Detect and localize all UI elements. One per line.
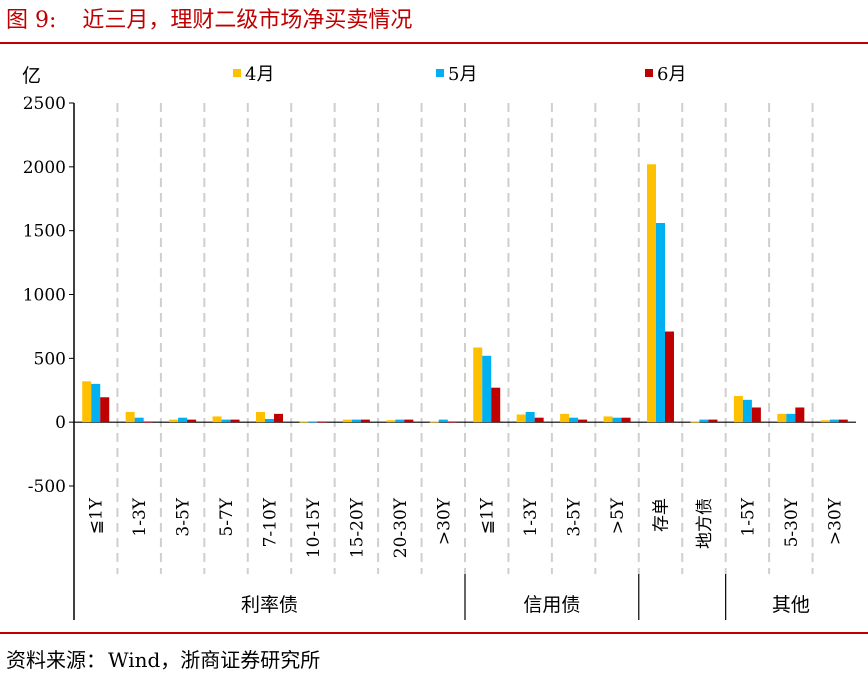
bar (274, 413, 283, 423)
bar (578, 419, 588, 423)
figure-title: 图 9: 近三月，理财二级市场净买卖情况 (6, 4, 412, 38)
bar (491, 387, 501, 423)
y-tick-label: 1500 (23, 222, 66, 242)
bar (395, 419, 405, 423)
category-label: 5-30Y (782, 497, 802, 547)
figure-label: 图 9: (6, 8, 57, 33)
bar (351, 419, 361, 423)
category-label: 3-5Y (174, 497, 194, 536)
bar (134, 417, 144, 423)
bar (647, 164, 656, 423)
bar (256, 411, 265, 423)
source-rule (0, 632, 868, 634)
bar (482, 355, 492, 423)
category-label: 1-3Y (521, 497, 541, 536)
bar (404, 419, 414, 423)
bar (82, 381, 92, 423)
y-tick-label: 2000 (23, 158, 66, 178)
bar (777, 413, 787, 423)
bar (212, 416, 222, 423)
bar (742, 399, 752, 423)
bar (699, 419, 709, 423)
bar (795, 407, 805, 423)
bar (230, 419, 240, 423)
title-rule (0, 42, 868, 44)
category-label: 3-5Y (565, 497, 585, 536)
bar (733, 395, 743, 423)
category-label: >30Y (825, 497, 845, 545)
bar (125, 411, 135, 423)
bar (265, 418, 274, 423)
bar (665, 331, 674, 423)
bar (429, 421, 439, 423)
bar (751, 407, 761, 423)
bar (308, 421, 318, 423)
bar (516, 414, 526, 423)
category-label: 7-10Y (261, 497, 281, 547)
group-label: 信用债 (523, 594, 580, 616)
legend-label: 4月 (245, 64, 274, 85)
bar (169, 419, 179, 423)
bar (386, 420, 396, 423)
source-text: Wind，浙商证券研究所 (108, 648, 321, 672)
bar (178, 417, 188, 423)
legend-label: 6月 (657, 64, 686, 85)
category-label: >30Y (434, 497, 454, 545)
bar (317, 421, 327, 423)
legend-label: 5月 (448, 64, 477, 85)
bar (656, 223, 665, 423)
source-label: 资料来源： (6, 648, 106, 672)
bar (534, 417, 544, 423)
category-label: 5-7Y (217, 497, 237, 536)
bar (612, 417, 622, 423)
bar (786, 413, 796, 423)
category-label: 20-30Y (391, 497, 411, 558)
bar-chart: 亿 -500 0 500 1000 1500 2000 2500 利率债 信用债 其他 ≦1Y 1-3Y… (22, 64, 856, 620)
bar (447, 421, 457, 423)
bar (820, 420, 830, 423)
bar (342, 419, 352, 423)
bar (603, 416, 613, 423)
bar (221, 419, 231, 423)
category-label: 地方债 (695, 498, 715, 549)
y-tick-label: 500 (34, 349, 66, 369)
category-label: 存单 (652, 498, 672, 532)
category-label: >5Y (608, 497, 628, 534)
bar (360, 419, 370, 423)
legend-swatch (645, 69, 653, 77)
category-label: 1-3Y (130, 497, 150, 536)
bar (187, 419, 197, 423)
bar (299, 421, 309, 423)
y-unit-label: 亿 (22, 65, 41, 87)
figure-title-text: 近三月，理财二级市场净买卖情况 (82, 8, 413, 33)
legend-swatch (233, 69, 241, 77)
group-label: 利率债 (241, 594, 298, 616)
category-label: ≦1Y (478, 497, 498, 534)
bar (838, 419, 848, 423)
bar (438, 419, 448, 423)
bar (91, 383, 101, 423)
category-label: ≦1Y (87, 497, 107, 534)
bar (829, 419, 839, 423)
legend-swatch (436, 69, 444, 77)
bar (621, 417, 631, 423)
bar (473, 347, 483, 423)
bar (569, 417, 579, 423)
category-label: 10-15Y (304, 497, 324, 558)
bar (100, 397, 110, 423)
y-tick-label: 2500 (23, 94, 66, 114)
bar (143, 421, 153, 423)
bar (560, 413, 570, 423)
bar (708, 419, 718, 423)
category-label: 15-20Y (347, 497, 367, 558)
y-tick-label: 0 (55, 413, 66, 433)
bar (525, 411, 535, 423)
bar (690, 421, 700, 423)
source-note: 资料来源： Wind，浙商证券研究所 (6, 644, 322, 673)
y-tick-label: 1000 (23, 286, 66, 306)
category-label: 1-5Y (738, 497, 758, 536)
y-tick-label: -500 (28, 477, 66, 497)
group-label: 其他 (772, 594, 810, 616)
